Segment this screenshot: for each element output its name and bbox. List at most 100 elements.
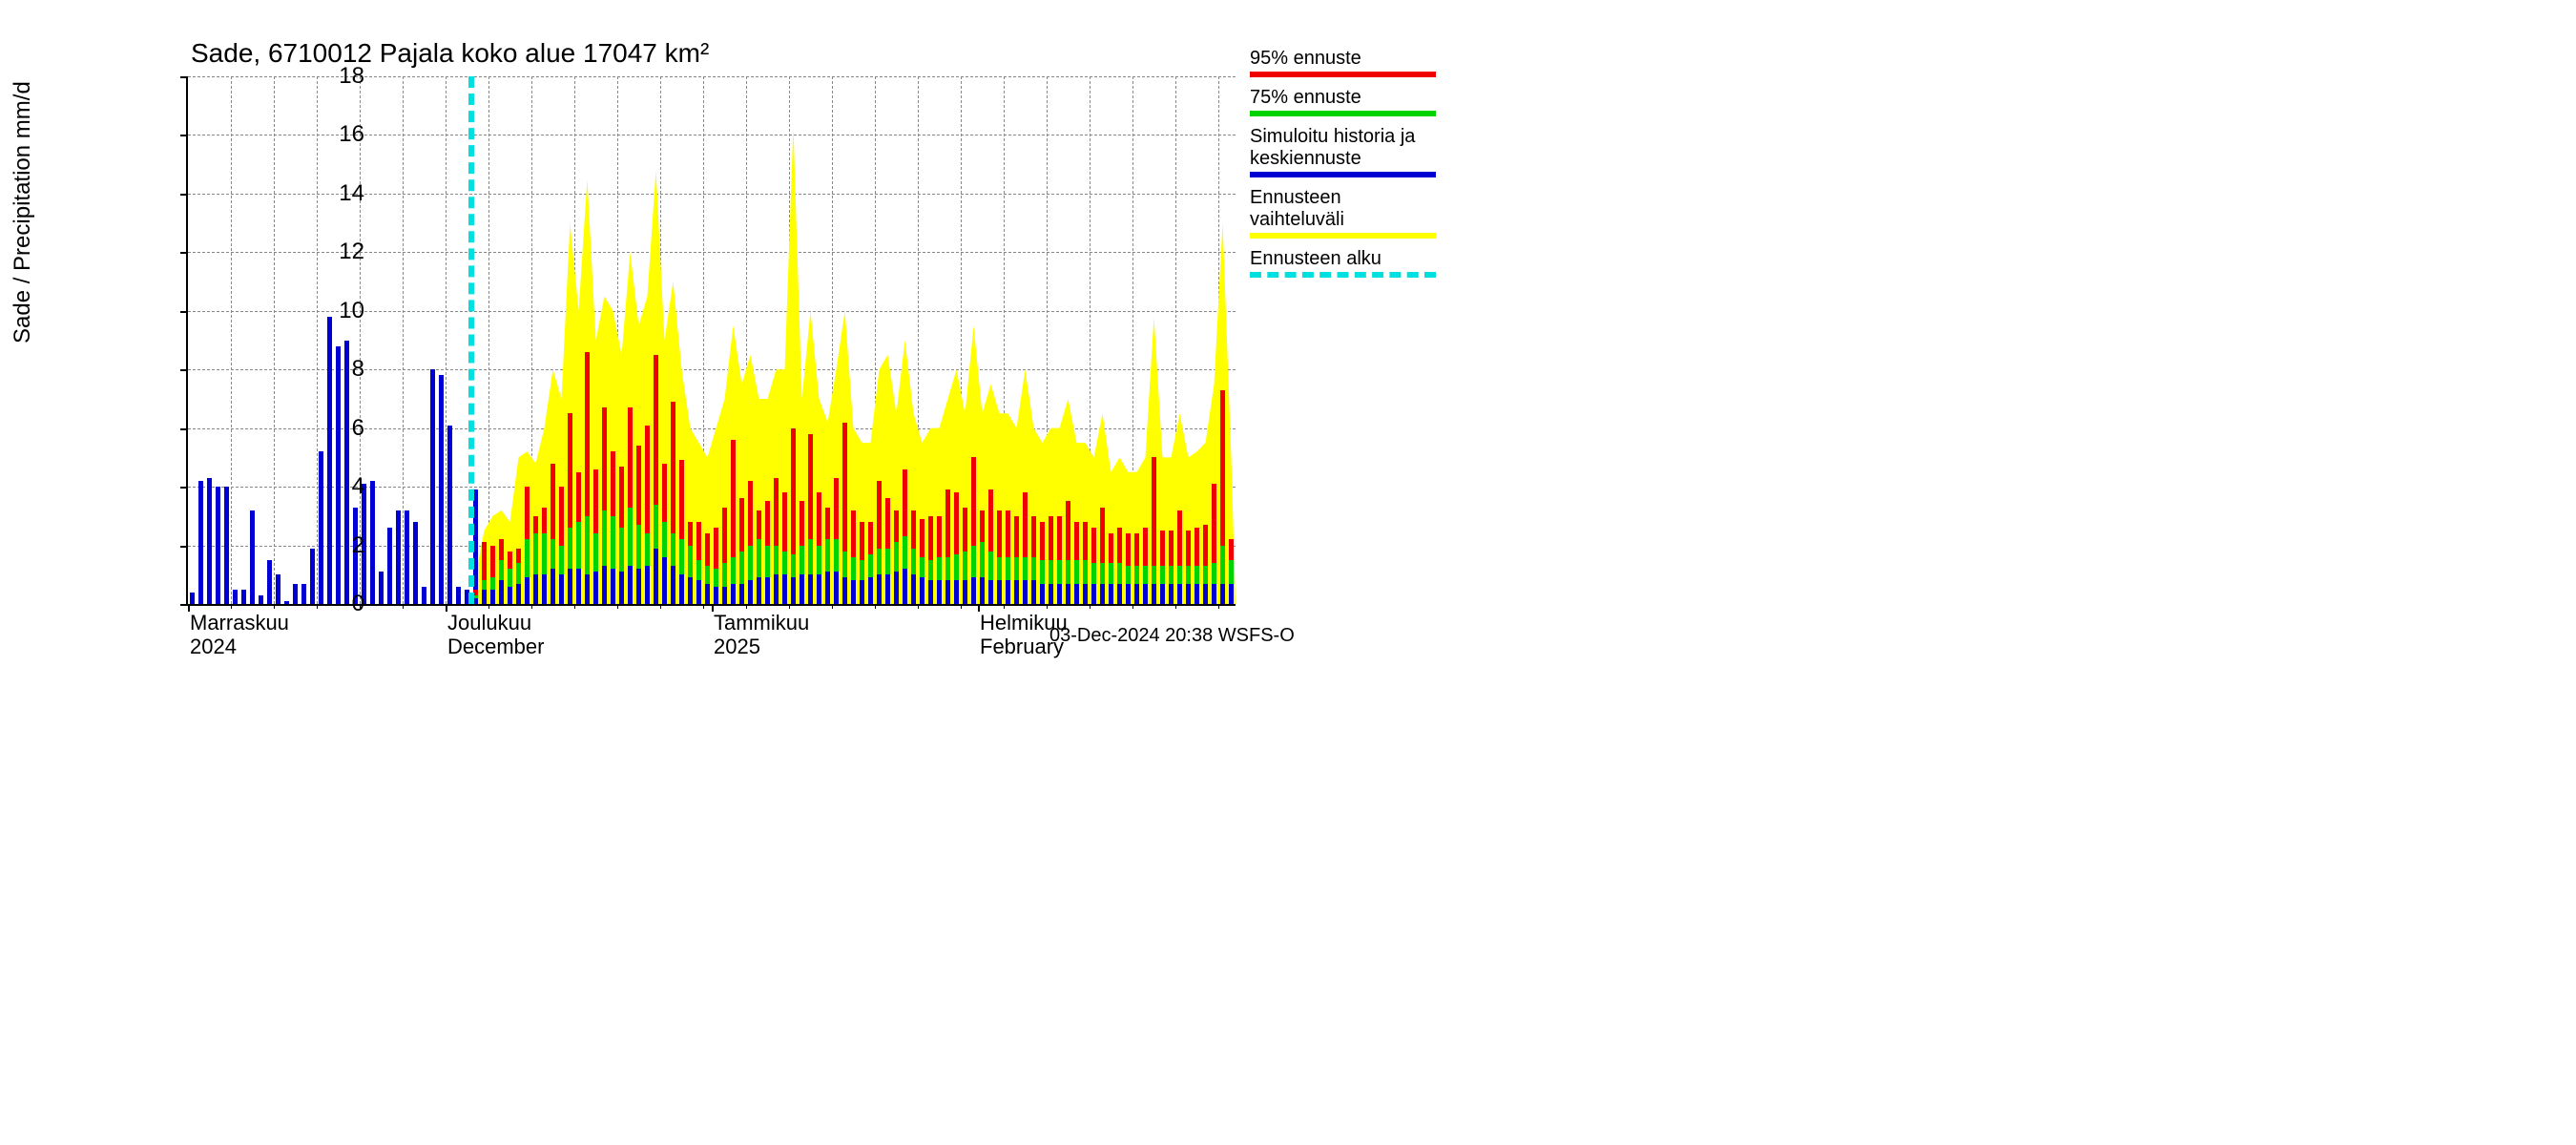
- footer-timestamp: 03-Dec-2024 20:38 WSFS-O: [1049, 625, 1295, 647]
- bar: [456, 587, 461, 604]
- legend-swatch: [1250, 172, 1436, 177]
- legend-swatch: [1250, 233, 1436, 239]
- bar: [1083, 584, 1088, 605]
- bar: [877, 574, 882, 604]
- bar: [611, 569, 615, 604]
- bar: [860, 580, 864, 604]
- bar: [722, 587, 727, 604]
- bar: [628, 566, 633, 604]
- bar: [430, 369, 435, 604]
- y-tick-label: 0: [307, 591, 364, 617]
- bar: [207, 478, 212, 604]
- y-tick-label: 16: [307, 121, 364, 148]
- bar: [1229, 584, 1234, 605]
- bar: [542, 574, 547, 604]
- bar: [508, 587, 512, 604]
- bar: [825, 572, 830, 604]
- bar: [851, 580, 856, 604]
- x-tick-sublabel: December: [447, 635, 544, 659]
- bar: [250, 510, 255, 604]
- y-tick-label: 2: [307, 532, 364, 559]
- bar: [516, 584, 521, 605]
- bar: [937, 580, 942, 604]
- bar: [387, 528, 392, 604]
- bar: [593, 572, 598, 604]
- bar: [739, 584, 744, 605]
- bar: [1126, 584, 1131, 605]
- bar: [1203, 584, 1208, 605]
- bar: [198, 481, 203, 604]
- bar: [731, 584, 736, 605]
- bar: [945, 580, 950, 604]
- legend-label: Simuloitu historia ja keskiennuste: [1250, 126, 1441, 170]
- bar: [533, 574, 538, 604]
- bar: [551, 569, 555, 604]
- bar: [1195, 584, 1199, 605]
- bar: [645, 566, 650, 604]
- bar: [636, 569, 641, 604]
- bar: [1117, 584, 1122, 605]
- bar: [619, 572, 624, 604]
- bar: [885, 574, 890, 604]
- bar: [1143, 584, 1148, 605]
- bar: [997, 580, 1002, 604]
- bar: [1152, 584, 1156, 605]
- legend-swatch: [1250, 72, 1436, 77]
- bar: [1091, 584, 1096, 605]
- legend-item: Ennusteen alku: [1250, 248, 1441, 278]
- y-tick-label: 6: [307, 415, 364, 442]
- bar: [439, 375, 444, 604]
- y-tick-label: 10: [307, 298, 364, 324]
- bar: [894, 572, 899, 604]
- y-tick-label: 14: [307, 180, 364, 207]
- bar: [1014, 580, 1019, 604]
- bar: [1006, 580, 1010, 604]
- bar: [413, 522, 418, 604]
- y-tick-label: 18: [307, 63, 364, 90]
- bar: [963, 580, 967, 604]
- bar: [679, 574, 684, 604]
- y-tick-label: 12: [307, 239, 364, 265]
- legend-label: 95% ennuste: [1250, 48, 1441, 70]
- bar: [980, 577, 985, 604]
- bar: [920, 577, 924, 604]
- bar: [447, 426, 452, 604]
- bar: [791, 577, 796, 604]
- bar: [405, 510, 409, 604]
- bar: [370, 481, 375, 604]
- bar: [1066, 584, 1070, 605]
- bar: [1160, 584, 1165, 605]
- bar: [1134, 584, 1139, 605]
- y-tick-label: 4: [307, 473, 364, 500]
- legend-label: Ennusteen alku: [1250, 248, 1441, 270]
- bar: [233, 590, 238, 604]
- legend-item: 75% ennuste: [1250, 87, 1441, 116]
- legend-item: 95% ennuste: [1250, 48, 1441, 77]
- bar: [911, 574, 916, 604]
- bar: [422, 587, 426, 604]
- bar: [654, 549, 658, 604]
- bar: [782, 574, 787, 604]
- bar: [748, 580, 753, 604]
- bar: [559, 574, 564, 604]
- plot-area: Marraskuu2024JoulukuuDecemberTammikuu202…: [186, 76, 1236, 606]
- bar: [1023, 580, 1028, 604]
- bar: [293, 584, 298, 605]
- bar: [1031, 580, 1036, 604]
- bar: [267, 560, 272, 604]
- legend-item: Ennusteen vaihteluväli: [1250, 187, 1441, 239]
- x-tick-label: Tammikuu: [714, 611, 809, 635]
- bar: [971, 577, 976, 604]
- bar: [224, 487, 229, 604]
- chart-title: Sade, 6710012 Pajala koko alue 17047 km²: [191, 38, 709, 69]
- x-tick-label: Joulukuu: [447, 611, 531, 635]
- bar: [1109, 584, 1113, 605]
- bar: [988, 580, 993, 604]
- x-tick-sublabel: 2025: [714, 635, 760, 659]
- legend-swatch: [1250, 111, 1436, 116]
- bar: [800, 574, 804, 604]
- legend: 95% ennuste 75% ennuste Simuloitu historia…: [1250, 48, 1441, 287]
- x-tick-label: Marraskuu: [190, 611, 289, 635]
- forecast-start-line: [468, 76, 474, 604]
- bar: [602, 566, 607, 604]
